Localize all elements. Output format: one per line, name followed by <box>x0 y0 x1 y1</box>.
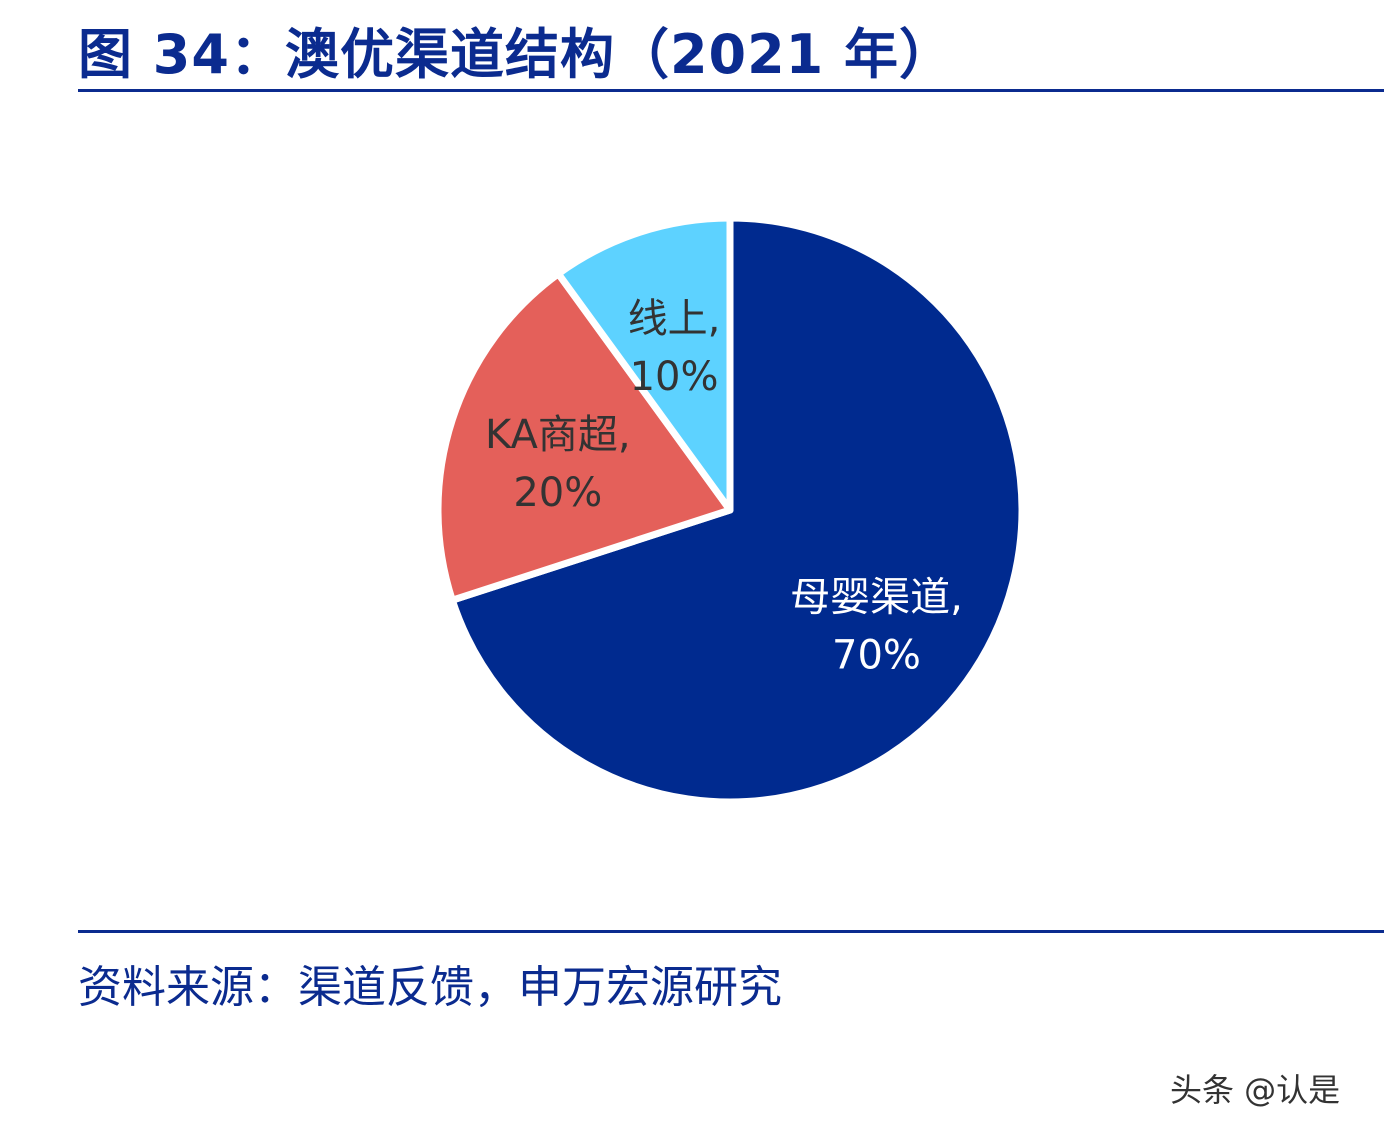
watermark: 头条 @认是 <box>1170 1071 1341 1109</box>
chart-title: 图 34：澳优渠道结构（2021 年） <box>78 23 955 86</box>
source-note: 资料来源：渠道反馈，申万宏源研究 <box>78 962 782 1013</box>
slice-label: KA商超, <box>485 412 631 458</box>
title-divider <box>78 89 1384 92</box>
slice-label: 线上, <box>628 296 721 342</box>
source-divider <box>78 930 1384 933</box>
pie-slice <box>434 270 734 604</box>
slice-label: 母婴渠道, <box>790 574 963 620</box>
slice-value-label: 20% <box>513 470 602 516</box>
pie-slice <box>448 214 1026 806</box>
slice-value-label: 10% <box>630 354 719 400</box>
slice-value-label: 70% <box>832 632 921 678</box>
pie-slice <box>554 214 734 514</box>
